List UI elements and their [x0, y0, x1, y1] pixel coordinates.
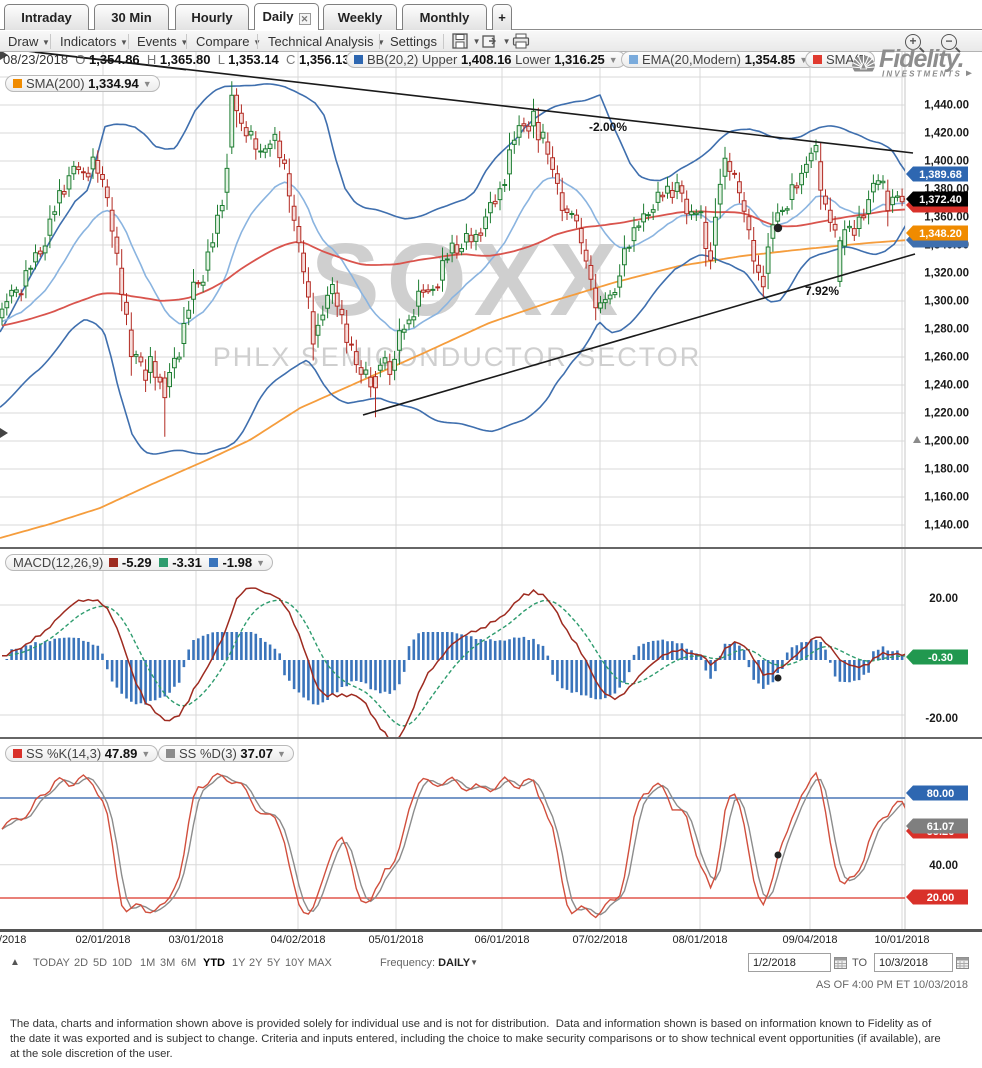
svg-text:61.07: 61.07 [927, 821, 955, 833]
svg-text:07/02/2018: 07/02/2018 [572, 934, 627, 946]
svg-text:-20.00: -20.00 [925, 713, 958, 725]
svg-text:1,240.00: 1,240.00 [924, 380, 969, 392]
svg-text:40.00: 40.00 [929, 860, 958, 872]
svg-text:1,420.00: 1,420.00 [924, 128, 969, 140]
svg-text:1,400.00: 1,400.00 [924, 156, 969, 168]
svg-text:-2.00%: -2.00% [589, 120, 627, 134]
svg-text:7.92%: 7.92% [805, 284, 839, 298]
svg-text:Fidelity.: Fidelity. [879, 45, 964, 73]
svg-text:1,160.00: 1,160.00 [924, 492, 969, 504]
svg-text:02/01/2018: 02/01/2018 [75, 934, 130, 946]
svg-text:PHLX SEMICONDUCTOR SECTOR: PHLX SEMICONDUCTOR SECTOR [213, 342, 702, 372]
svg-text:1,300.00: 1,300.00 [924, 296, 969, 308]
svg-text:08/01/2018: 08/01/2018 [672, 934, 727, 946]
svg-text:09/04/2018: 09/04/2018 [782, 934, 837, 946]
svg-text:1,140.00: 1,140.00 [924, 520, 969, 532]
svg-text:20.00: 20.00 [929, 593, 958, 605]
svg-text:04/02/2018: 04/02/2018 [270, 934, 325, 946]
svg-text:1,372.40: 1,372.40 [919, 194, 962, 206]
svg-text:1,320.00: 1,320.00 [924, 268, 969, 280]
svg-text:10/01/2018: 10/01/2018 [874, 934, 929, 946]
svg-text:1,360.00: 1,360.00 [924, 212, 969, 224]
svg-text:INVESTMENTS: INVESTMENTS [882, 70, 962, 79]
svg-text:1,348.20: 1,348.20 [919, 228, 962, 240]
svg-text:20.00: 20.00 [927, 892, 955, 904]
svg-text:1,440.00: 1,440.00 [924, 100, 969, 112]
svg-text:-0.30: -0.30 [928, 652, 953, 664]
svg-text:1,260.00: 1,260.00 [924, 352, 969, 364]
svg-text:1,280.00: 1,280.00 [924, 324, 969, 336]
svg-text:1/2/2018: 1/2/2018 [0, 934, 26, 946]
svg-text:1,389.68: 1,389.68 [919, 169, 962, 181]
svg-text:1,180.00: 1,180.00 [924, 464, 969, 476]
svg-text:1,220.00: 1,220.00 [924, 408, 969, 420]
svg-text:80.00: 80.00 [927, 788, 955, 800]
svg-text:03/01/2018: 03/01/2018 [168, 934, 223, 946]
svg-text:05/01/2018: 05/01/2018 [368, 934, 423, 946]
svg-text:06/01/2018: 06/01/2018 [474, 934, 529, 946]
svg-text:1,200.00: 1,200.00 [924, 436, 969, 448]
